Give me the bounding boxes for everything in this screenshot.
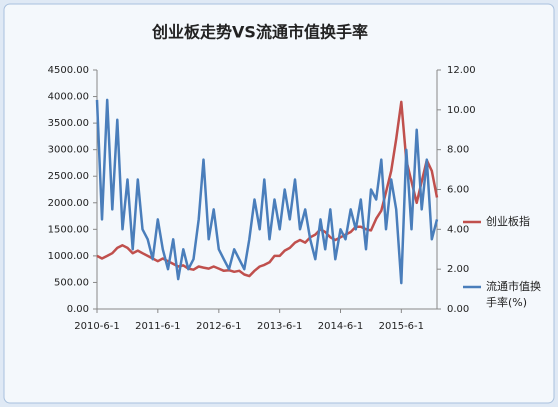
x-tick-label: 2015-6-1 [379,321,424,332]
x-tick-label: 2012-6-1 [196,321,241,332]
y-tick-label: 500.00 [54,277,89,288]
y-tick-label: 2000.00 [48,198,89,209]
y-tick-label: 3500.00 [48,118,89,129]
y-tick-label: 0.00 [67,304,89,315]
x-tick-label: 2011-6-1 [135,321,180,332]
chart-frame [3,3,555,404]
y-tick-label: 3000.00 [48,145,89,156]
y2-tick-label: 0.00 [447,304,469,315]
y-tick-label: 4000.00 [48,92,89,103]
y-tick-label: 2500.00 [48,171,89,182]
y2-tick-label: 8.00 [447,145,469,156]
y-tick-label: 1500.00 [48,224,89,235]
y2-tick-label: 4.00 [447,224,469,235]
y2-tick-label: 2.00 [447,264,469,275]
x-tick-label: 2014-6-1 [318,321,363,332]
legend-label: 流通市值换手率(%) [486,280,541,309]
y-tick-label: 1000.00 [48,251,89,262]
x-tick-label: 2010-6-1 [74,321,119,332]
y2-tick-label: 12.00 [447,65,476,76]
legend-label: 创业板指 [486,215,530,228]
x-tick-label: 2013-6-1 [257,321,302,332]
series-line [95,98,439,285]
chart-title: 创业板走势VS流通市值换手率 [151,23,368,42]
y2-tick-label: 10.00 [447,105,476,116]
y2-tick-label: 6.00 [447,185,469,196]
y-tick-label: 4500.00 [48,65,89,76]
